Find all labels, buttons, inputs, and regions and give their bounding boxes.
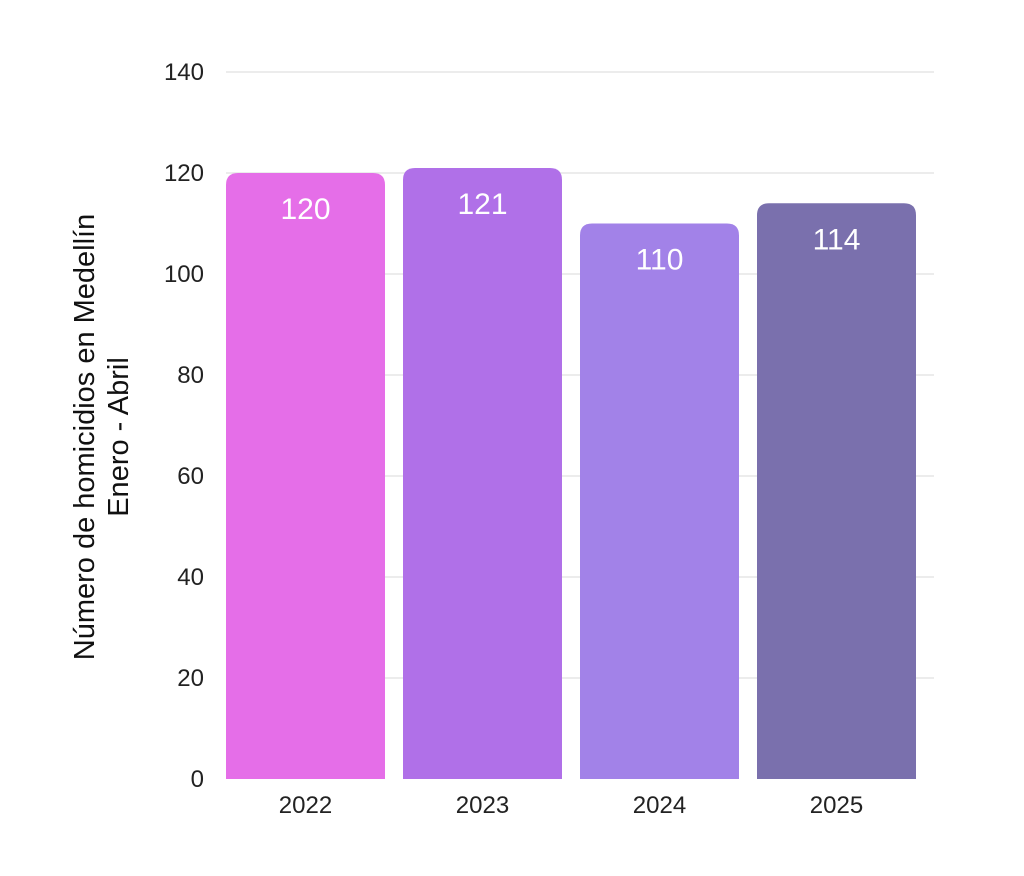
y-axis-title-line-2: Enero - Abril (103, 357, 135, 517)
y-tick-label: 120 (164, 160, 204, 187)
y-tick-label: 20 (177, 665, 204, 692)
bar-2022 (226, 173, 385, 779)
y-tick-label: 140 (164, 59, 204, 86)
y-axis-title-line-1: Número de homicidios en Medellín (69, 214, 101, 661)
x-tick-label: 2024 (633, 792, 686, 819)
y-tick-label: 80 (177, 362, 204, 389)
bar-value-label: 110 (636, 244, 684, 277)
x-tick-label: 2025 (810, 792, 863, 819)
x-tick-label: 2022 (279, 792, 332, 819)
y-tick-label: 40 (177, 564, 204, 591)
bar-2025 (757, 203, 916, 780)
bars: 120 121 110 114 (226, 167, 916, 780)
bar-value-label: 121 (457, 188, 507, 221)
x-tick-label: 2023 (456, 792, 509, 819)
y-tick-label: 60 (177, 463, 204, 490)
bar-2023 (403, 167, 562, 779)
bar-2024 (580, 223, 739, 779)
x-axis-ticks: 2022 2023 2024 2025 (279, 792, 863, 819)
y-axis-ticks: 0 20 40 60 80 100 120 140 (164, 59, 204, 793)
y-axis-title: Número de homicidios en Medellín Enero -… (69, 214, 135, 661)
bar-value-label: 114 (813, 223, 861, 256)
y-tick-label: 100 (164, 261, 204, 288)
y-tick-label: 0 (191, 766, 204, 793)
bar-value-label: 120 (280, 193, 330, 226)
